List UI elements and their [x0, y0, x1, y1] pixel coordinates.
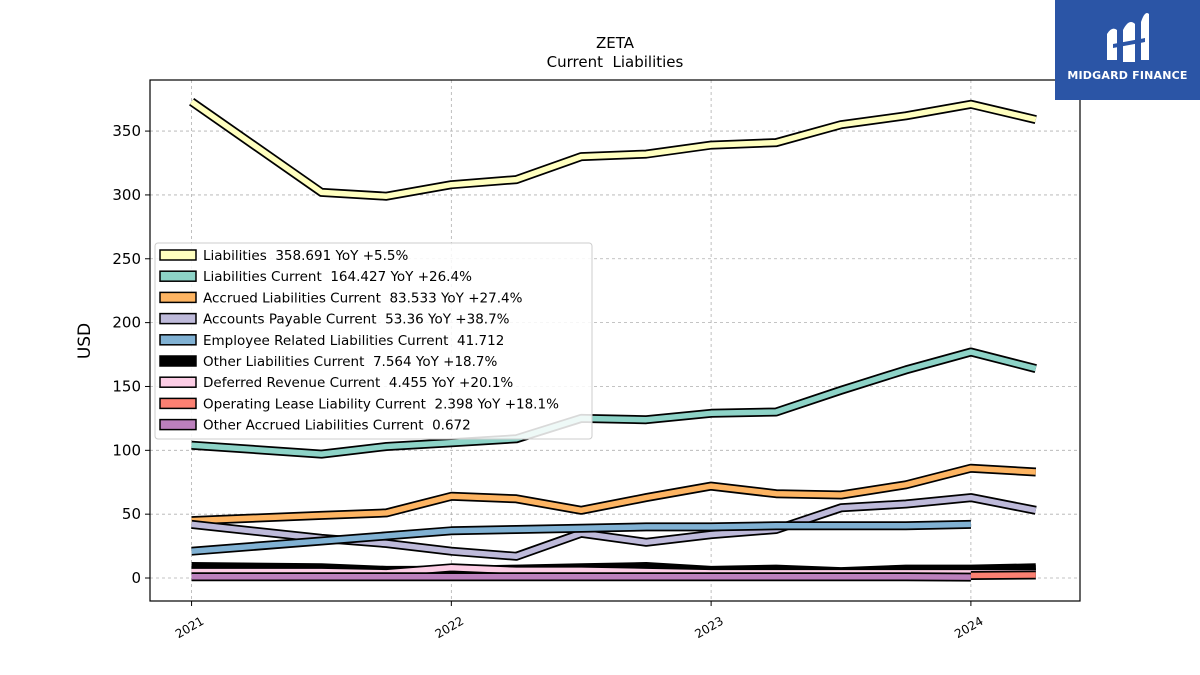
y-tick-label: 150 [112, 377, 141, 395]
legend-swatch [159, 249, 197, 261]
legend: Liabilities 358.691 YoY +5.5% Liabilities… [154, 242, 593, 440]
series-line [191, 519, 971, 556]
chart-title: ZETA [596, 34, 635, 52]
legend-swatch [159, 418, 197, 431]
y-tick-label: 50 [122, 505, 141, 523]
grid [150, 80, 1080, 601]
series-line [191, 493, 1037, 561]
legend-swatch [159, 355, 197, 367]
chart-subtitle: Current Liabilities [547, 53, 684, 71]
y-tick-label: 200 [112, 314, 141, 332]
series-lines [189, 98, 1037, 582]
series-stroke [191, 494, 1037, 560]
legend-swatch [159, 270, 197, 282]
legend-entry: Deferred Revenue Current 4.455 YoY +20.1… [203, 375, 513, 391]
x-tick-label: 2022 [433, 614, 466, 641]
legend-swatch [159, 334, 197, 346]
legend-entry: Other Accrued Liabilities Current 0.672 [203, 418, 471, 434]
legend-entry: Other Liabilities Current 7.564 YoY +18.… [203, 354, 498, 370]
legend-entry: Accrued Liabilities Current 83.533 YoY +… [203, 290, 523, 306]
legend-swatch [159, 312, 197, 325]
x-tick-label: 2024 [952, 614, 985, 641]
series-line [970, 570, 1036, 580]
legend-entry: Employee Related Liabilities Current 41.… [203, 333, 504, 349]
series-outline [191, 463, 1037, 526]
series-stroke [191, 521, 971, 554]
legend-entry: Operating Lease Liability Current 2.398 … [203, 396, 559, 412]
legend-box [154, 242, 593, 440]
x-tick-label: 2023 [692, 614, 725, 641]
y-tick-label: 250 [112, 250, 141, 268]
series-line [191, 463, 1037, 526]
legend-entry: Accounts Payable Current 53.36 YoY +38.7… [203, 312, 510, 328]
x-tick-label: 2021 [173, 614, 206, 641]
legend-entry: Liabilities Current 164.427 YoY +26.4% [203, 269, 472, 285]
series-line [189, 98, 1037, 201]
plot-frame [149, 79, 1081, 602]
y-axis-label: USD [75, 323, 95, 359]
y-tick-label: 100 [112, 441, 141, 459]
legend-entry: Liabilities 358.691 YoY +5.5% [203, 248, 408, 264]
series-stroke [191, 349, 1037, 457]
legend-swatch [159, 291, 197, 304]
brand-logo: MIDGARD FINANCE [1055, 0, 1200, 100]
series-line [191, 563, 1036, 578]
series-stroke [970, 572, 1036, 579]
y-tick-label: 300 [112, 186, 141, 204]
brand-name: MIDGARD FINANCE [1067, 69, 1188, 82]
legend-swatch [159, 397, 197, 410]
series-stroke [190, 99, 1037, 199]
y-tick-label: 350 [112, 122, 141, 140]
series-line [191, 347, 1037, 459]
y-tick-label: 0 [131, 569, 141, 587]
logo-icon [1107, 13, 1149, 62]
series-stroke [191, 465, 1036, 524]
legend-swatch [159, 376, 197, 388]
